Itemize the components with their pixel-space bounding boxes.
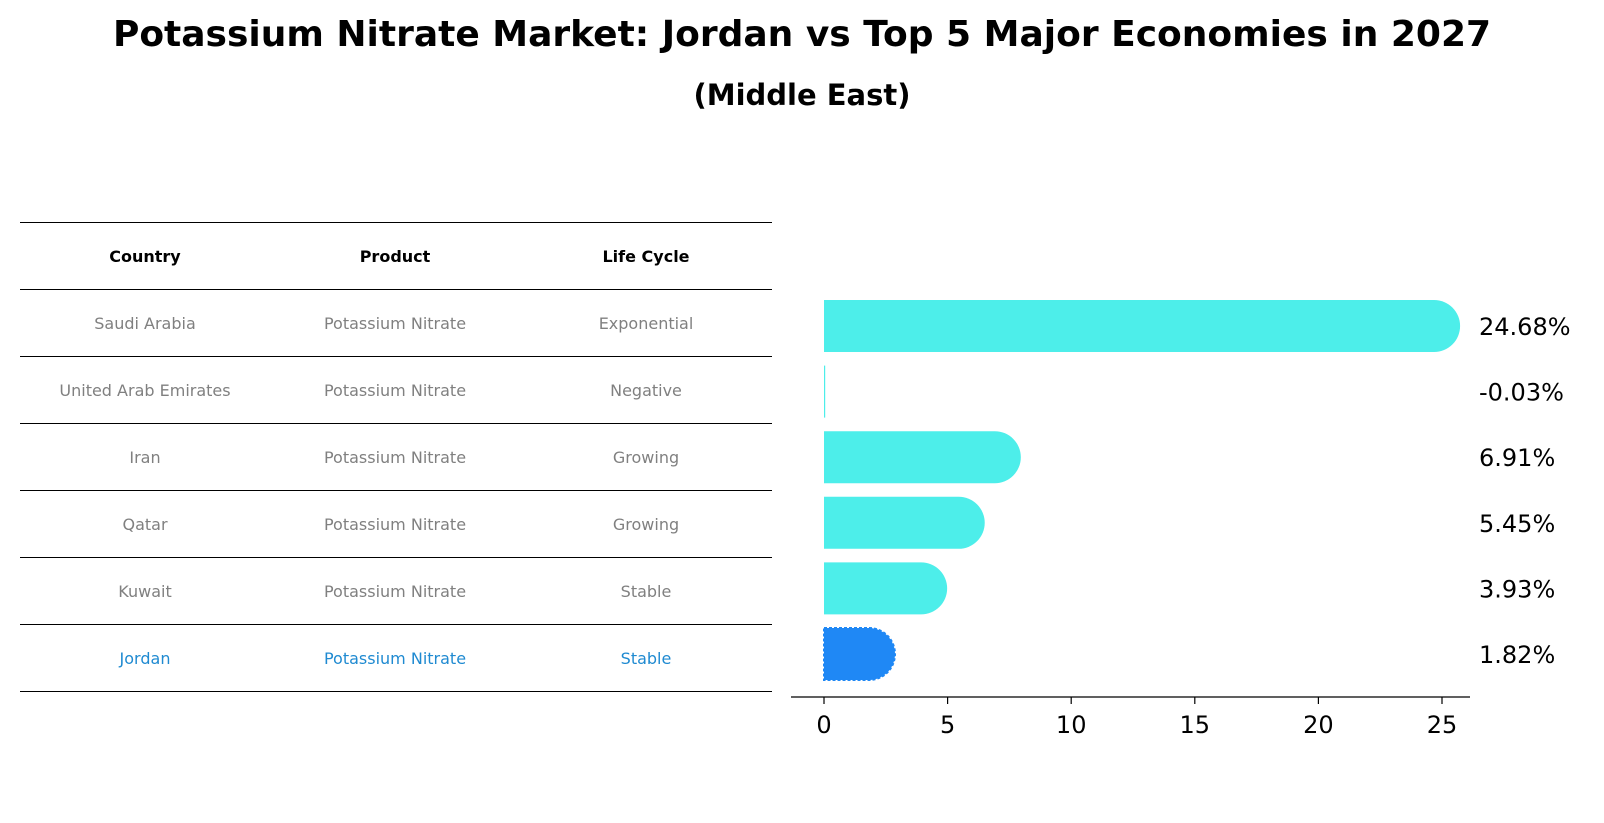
bar-qatar xyxy=(824,496,985,549)
table-row: Saudi Arabia Potassium Nitrate Exponenti… xyxy=(20,289,772,356)
table-row-highlighted: Jordan Potassium Nitrate Stable xyxy=(20,624,772,692)
life-cycle-cell: Stable xyxy=(620,581,672,601)
x-tick-label: 10 xyxy=(1056,711,1087,739)
bar-iran xyxy=(824,431,1021,484)
chart-title: Potassium Nitrate Market: Jordan vs Top … xyxy=(112,14,1492,55)
life-cycle-cell: Growing xyxy=(612,514,680,534)
table-row: Iran Potassium Nitrate Growing xyxy=(20,423,772,490)
header-life-cycle: Life Cycle xyxy=(602,246,690,266)
x-tick-label: 20 xyxy=(1303,711,1334,739)
x-tick-label: 25 xyxy=(1427,711,1458,739)
chart-subtitle: (Middle East) xyxy=(693,78,911,112)
data-label: 24.68% xyxy=(1479,313,1571,341)
bar-jordan xyxy=(823,627,896,681)
life-cycle-cell: Exponential xyxy=(598,313,694,333)
data-label: 5.45% xyxy=(1479,510,1555,538)
x-tick-label: 5 xyxy=(940,711,955,739)
table-header-row: Country Product Life Cycle xyxy=(20,222,772,289)
bar-saudi-arabia xyxy=(824,300,1461,352)
product-cell: Potassium Nitrate xyxy=(323,648,467,668)
data-label: 3.93% xyxy=(1479,575,1555,603)
product-cell: Potassium Nitrate xyxy=(323,581,467,601)
table-row: Qatar Potassium Nitrate Growing xyxy=(20,490,772,557)
country-cell: Iran xyxy=(129,447,161,467)
country-cell: Jordan xyxy=(119,648,171,668)
country-cell: Kuwait xyxy=(118,581,172,601)
data-label: 1.82% xyxy=(1479,641,1555,669)
product-cell: Potassium Nitrate xyxy=(323,380,467,400)
x-tick-label: 0 xyxy=(816,711,831,739)
life-cycle-cell: Stable xyxy=(620,648,672,668)
data-label: 6.91% xyxy=(1479,444,1555,472)
life-cycle-cell: Growing xyxy=(612,447,680,467)
x-tick-label: 15 xyxy=(1180,711,1211,739)
product-cell: Potassium Nitrate xyxy=(323,313,467,333)
country-cell: Saudi Arabia xyxy=(94,313,196,333)
data-label: -0.03% xyxy=(1479,379,1564,407)
country-cell: Qatar xyxy=(122,514,168,534)
bar-kuwait xyxy=(824,562,948,615)
product-cell: Potassium Nitrate xyxy=(323,447,467,467)
header-country: Country xyxy=(109,246,181,266)
table-row: United Arab Emirates Potassium Nitrate N… xyxy=(20,356,772,423)
market-table: Country Product Life Cycle Saudi Arabia … xyxy=(20,222,772,692)
product-cell: Potassium Nitrate xyxy=(323,514,467,534)
country-cell: United Arab Emirates xyxy=(59,380,231,400)
header-product: Product xyxy=(359,246,431,266)
bar-united-arab-emirates xyxy=(824,365,826,418)
table-row: Kuwait Potassium Nitrate Stable xyxy=(20,557,772,624)
life-cycle-cell: Negative xyxy=(610,380,682,400)
